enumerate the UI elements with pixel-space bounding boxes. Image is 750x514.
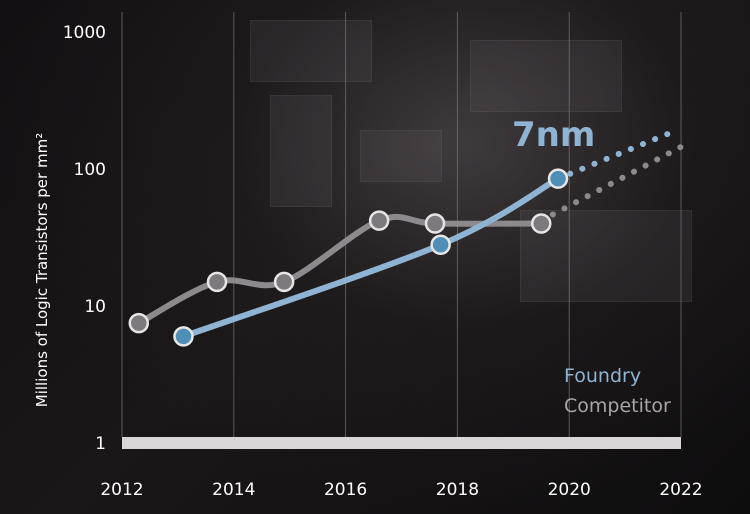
x-tick-labels: 2012 2014 2016 2018 2020 2022 [100,480,702,500]
annotation-7nm: 7nm [512,115,595,155]
point-competitor-2 [273,271,295,293]
y-tick-label: 100 [74,160,106,180]
point-competitor-0 [128,312,150,334]
projection-foundry [555,127,679,182]
series-layer [128,127,684,347]
projection-competitor [538,143,684,224]
x-tick-label: 2020 [548,480,591,500]
y-tick-label: 1 [95,434,106,454]
x-tick-label: 2022 [659,480,702,500]
legend-competitor: Competitor [564,395,671,417]
x-axis-bar [122,437,681,449]
series-competitor [128,143,684,334]
x-tick-label: 2018 [436,480,479,500]
grid-lines [121,12,682,437]
point-competitor-5 [531,213,552,234]
point-competitor-4 [424,213,446,234]
line-competitor [135,213,545,327]
x-tick-label: 2016 [324,480,367,500]
y-tick-label: 1000 [63,23,106,43]
y-axis-label: Millions of Logic Transistors per mm² [33,133,51,407]
point-competitor-1 [206,271,228,293]
point-foundry-2 [547,168,569,189]
point-competitor-3 [368,210,390,231]
point-foundry-1 [430,234,451,255]
y-tick-label: 10 [84,297,106,317]
x-tick-label: 2014 [212,480,255,500]
x-tick-label: 2012 [100,480,143,500]
y-tick-labels: 1 10 100 1000 [63,23,106,454]
series-foundry [173,127,679,347]
legend-foundry: Foundry [564,365,641,387]
line-foundry [180,175,562,340]
point-foundry-0 [173,326,194,347]
